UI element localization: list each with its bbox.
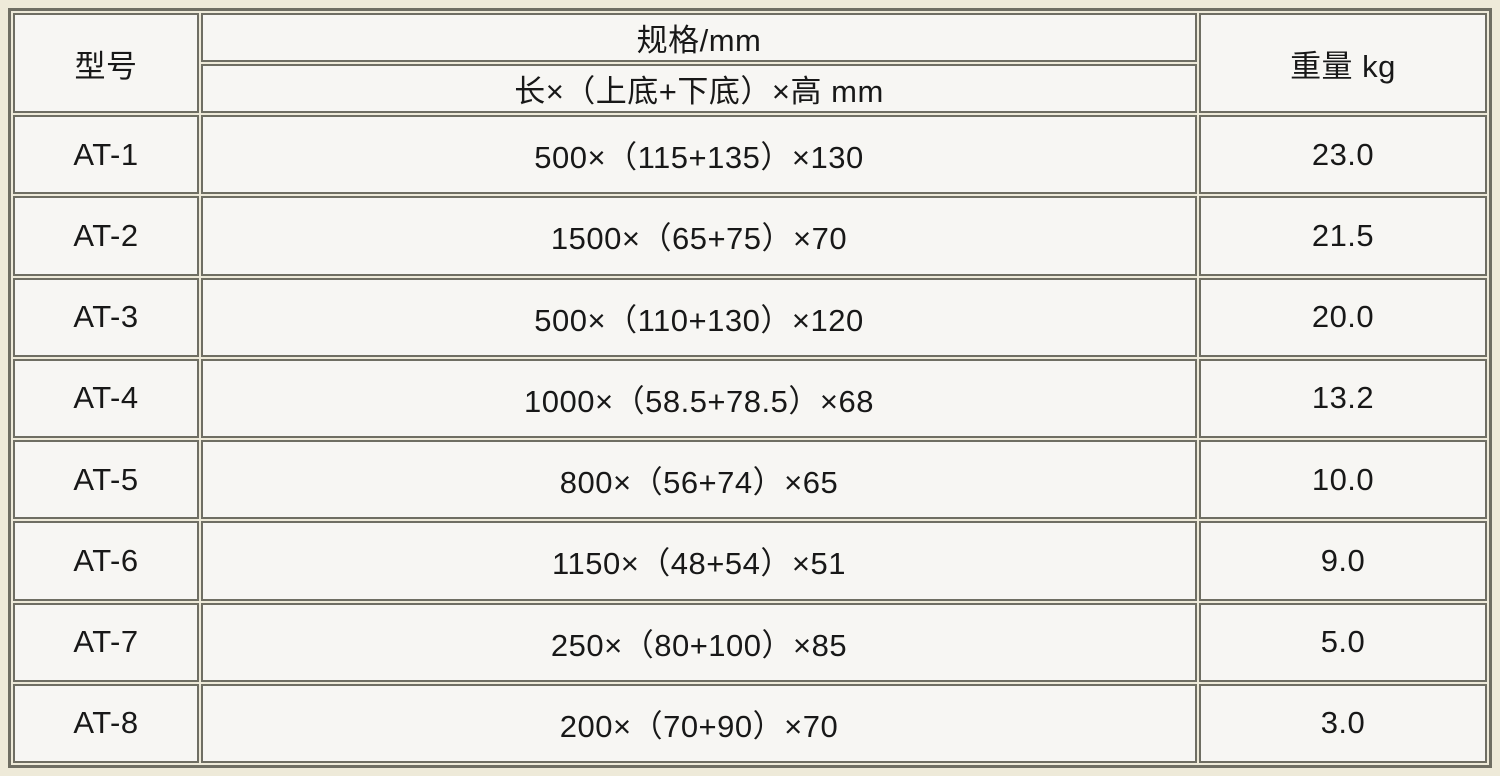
header-spec-sub: 长×（上底+下底）×高 mm	[201, 64, 1197, 113]
model-cell: AT-6	[13, 521, 199, 601]
header-spec-group: 规格/mm	[201, 13, 1197, 62]
weight-cell: 3.0	[1199, 683, 1487, 763]
weight-cell: 23.0	[1199, 115, 1487, 195]
table-row: AT-5 800×（56+74）×65 10.0	[13, 440, 1487, 520]
model-cell: AT-4	[13, 358, 199, 438]
spec-cell: 1000×（58.5+78.5）×68	[201, 358, 1197, 438]
weight-cell: 5.0	[1199, 602, 1487, 682]
table-row: AT-4 1000×（58.5+78.5）×68 13.2	[13, 358, 1487, 438]
model-cell: AT-5	[13, 440, 199, 520]
spec-cell: 250×（80+100）×85	[201, 602, 1197, 682]
header-row-top: 型号 规格/mm 重量 kg	[13, 13, 1487, 113]
spec-cell: 1150×（48+54）×51	[201, 521, 1197, 601]
weight-cell: 13.2	[1199, 358, 1487, 438]
spec-table: 型号 规格/mm 重量 kg 长×（上底+下底）×高 mm AT-1 500×（…	[8, 8, 1492, 768]
header-row-sub: 长×（上底+下底）×高 mm	[13, 64, 1487, 113]
model-cell: AT-8	[13, 683, 199, 763]
spec-cell: 1500×（65+75）×70	[201, 196, 1197, 276]
model-cell: AT-1	[13, 115, 199, 195]
weight-cell: 10.0	[1199, 440, 1487, 520]
table-row: AT-7 250×（80+100）×85 5.0	[13, 602, 1487, 682]
table-row: AT-2 1500×（65+75）×70 21.5	[13, 196, 1487, 276]
table-row: AT-1 500×（115+135）×130 23.0	[13, 115, 1487, 195]
table-row: AT-8 200×（70+90）×70 3.0	[13, 683, 1487, 763]
spec-cell: 800×（56+74）×65	[201, 440, 1197, 520]
model-cell: AT-7	[13, 602, 199, 682]
table-row: AT-3 500×（110+130）×120 20.0	[13, 277, 1487, 357]
spec-cell: 200×（70+90）×70	[201, 683, 1197, 763]
spec-cell: 500×（110+130）×120	[201, 277, 1197, 357]
weight-cell: 21.5	[1199, 196, 1487, 276]
header-model: 型号	[13, 13, 199, 113]
weight-cell: 20.0	[1199, 277, 1487, 357]
table-row: AT-6 1150×（48+54）×51 9.0	[13, 521, 1487, 601]
weight-cell: 9.0	[1199, 521, 1487, 601]
header-weight: 重量 kg	[1199, 13, 1487, 113]
spec-cell: 500×（115+135）×130	[201, 115, 1197, 195]
model-cell: AT-2	[13, 196, 199, 276]
model-cell: AT-3	[13, 277, 199, 357]
